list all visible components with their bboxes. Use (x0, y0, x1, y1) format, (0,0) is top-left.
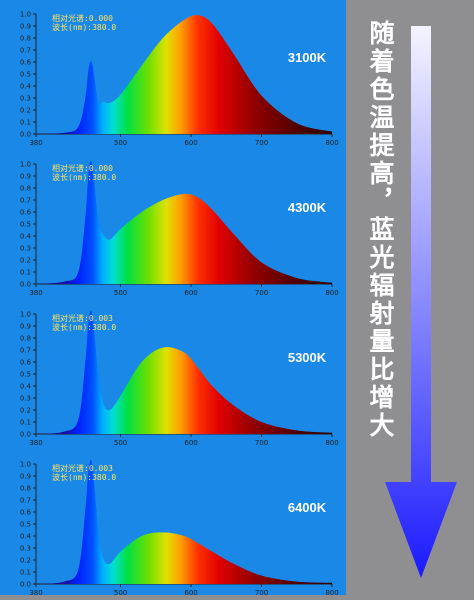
spectrum-panel-3: 0.0 0.1 0.2 0.3 0.4 0.5 0.6 0.7 0.8 0.9 1.0 380 500 6… (0, 300, 346, 450)
cct-label: 5300K (288, 350, 327, 365)
x-tick-label: 380 (29, 139, 42, 147)
y-tick-label: 0.9 (20, 323, 31, 331)
blue-gradient-arrow (385, 26, 457, 578)
x-tick-label: 700 (255, 439, 268, 447)
cursor-readout: 相对光谱:0.003 (52, 463, 113, 473)
y-tick-label: 0.8 (20, 185, 31, 193)
spectrum-chart: 0.0 0.1 0.2 0.3 0.4 0.5 0.6 0.7 0.8 0.9 1.0 380 500 6… (20, 11, 339, 148)
spectrum-panel-2: 0.0 0.1 0.2 0.3 0.4 0.5 0.6 0.7 0.8 0.9 1.0 380 500 6… (0, 150, 346, 300)
x-tick-label: 380 (29, 589, 42, 597)
spectrum-area (36, 310, 332, 434)
spectrum-panel-4: 0.0 0.1 0.2 0.3 0.4 0.5 0.6 0.7 0.8 0.9 1.0 380 500 6… (0, 450, 346, 600)
cursor-readout: 相对光谱:0.003 (52, 313, 113, 323)
y-tick-label: 0.1 (20, 419, 31, 427)
cursor-readout: 相对光谱:0.000 (52, 163, 113, 173)
y-tick-label: 0.2 (20, 257, 31, 265)
x-tick-label: 600 (184, 589, 197, 597)
y-tick-label: 0.2 (20, 557, 31, 565)
y-tick-label: 1.0 (20, 311, 31, 319)
cursor-readout: 波长(nm):380.0 (52, 22, 116, 32)
side-caption: 随着色温提高，蓝光辐射量比增大 (366, 20, 395, 440)
y-tick-label: 0.4 (20, 83, 32, 91)
trend-arrow (385, 26, 457, 578)
y-tick-label: 0.0 (20, 581, 31, 589)
spectrum-panel-1: 0.0 0.1 0.2 0.3 0.4 0.5 0.6 0.7 0.8 0.9 1.0 380 500 6… (0, 0, 346, 150)
y-tick-label: 0.4 (20, 383, 32, 391)
x-tick-label: 800 (325, 139, 338, 147)
y-tick-label: 0.9 (20, 473, 31, 481)
y-tick-label: 0.3 (20, 245, 31, 253)
y-tick-label: 0.1 (20, 119, 31, 127)
x-tick-label: 600 (184, 139, 197, 147)
y-tick-label: 0.2 (20, 107, 31, 115)
cursor-readout: 波长(nm):380.0 (52, 172, 116, 182)
y-tick-label: 0.9 (20, 173, 31, 181)
y-tick-label: 0.1 (20, 269, 31, 277)
y-tick-label: 0.6 (20, 359, 32, 367)
y-tick-label: 0.8 (20, 485, 31, 493)
x-tick-label: 700 (255, 289, 268, 297)
x-tick-label: 500 (114, 139, 127, 147)
x-tick-label: 380 (29, 439, 42, 447)
x-tick-label: 500 (114, 289, 127, 297)
y-tick-label: 0.0 (20, 281, 31, 289)
spectrum-area (36, 459, 332, 584)
y-tick-label: 1.0 (20, 11, 31, 19)
y-tick-label: 0.3 (20, 395, 31, 403)
x-tick-label: 380 (29, 289, 42, 297)
cursor-readout: 波长(nm):380.0 (52, 322, 116, 332)
y-tick-label: 0.7 (20, 347, 31, 355)
spectrum-panels: 0.0 0.1 0.2 0.3 0.4 0.5 0.6 0.7 0.8 0.9 1.0 380 500 6… (0, 0, 346, 597)
y-tick-label: 0.8 (20, 335, 31, 343)
y-tick-label: 0.6 (20, 209, 32, 217)
spectrum-chart: 0.0 0.1 0.2 0.3 0.4 0.5 0.6 0.7 0.8 0.9 1.0 380 500 6… (20, 160, 339, 298)
x-tick-label: 500 (114, 439, 127, 447)
y-tick-label: 0.7 (20, 197, 31, 205)
spectrum-chart: 0.0 0.1 0.2 0.3 0.4 0.5 0.6 0.7 0.8 0.9 1.0 380 500 6… (20, 310, 339, 447)
y-tick-label: 0.7 (20, 497, 31, 505)
y-tick-label: 0.4 (20, 233, 32, 241)
x-tick-label: 600 (184, 289, 197, 297)
x-tick-label: 500 (114, 589, 127, 597)
cursor-readout: 相对光谱:0.000 (52, 13, 113, 23)
x-tick-label: 700 (255, 139, 268, 147)
y-tick-label: 0.7 (20, 47, 31, 55)
y-tick-label: 0.6 (20, 59, 32, 67)
cct-label: 3100K (288, 50, 327, 65)
spectrum-chart: 0.0 0.1 0.2 0.3 0.4 0.5 0.6 0.7 0.8 0.9 1.0 380 500 6… (20, 459, 339, 597)
y-tick-label: 0.2 (20, 407, 31, 415)
y-tick-label: 0.9 (20, 23, 31, 31)
cursor-readout: 波长(nm):380.0 (52, 472, 116, 482)
y-tick-label: 0.1 (20, 569, 31, 577)
y-tick-label: 0.5 (20, 371, 31, 379)
x-tick-label: 800 (325, 439, 338, 447)
cct-label: 6400K (288, 500, 327, 515)
y-tick-label: 1.0 (20, 161, 31, 169)
y-tick-label: 0.5 (20, 521, 31, 529)
y-tick-label: 0.5 (20, 221, 31, 229)
y-tick-label: 0.4 (20, 533, 32, 541)
trend-arrow-area (346, 0, 474, 595)
cct-label: 4300K (288, 200, 327, 215)
x-tick-label: 800 (325, 289, 338, 297)
y-tick-label: 0.6 (20, 509, 32, 517)
x-tick-label: 600 (184, 439, 197, 447)
y-tick-label: 0.0 (20, 131, 31, 139)
y-tick-label: 0.3 (20, 545, 31, 553)
y-tick-label: 0.3 (20, 95, 31, 103)
x-tick-label: 700 (255, 589, 268, 597)
x-tick-label: 800 (325, 589, 338, 597)
y-tick-label: 0.5 (20, 71, 31, 79)
y-tick-label: 1.0 (20, 461, 31, 469)
y-tick-label: 0.8 (20, 35, 31, 43)
y-tick-label: 0.0 (20, 431, 31, 439)
spectrum-area (36, 160, 332, 284)
spectrum-area (36, 15, 332, 135)
